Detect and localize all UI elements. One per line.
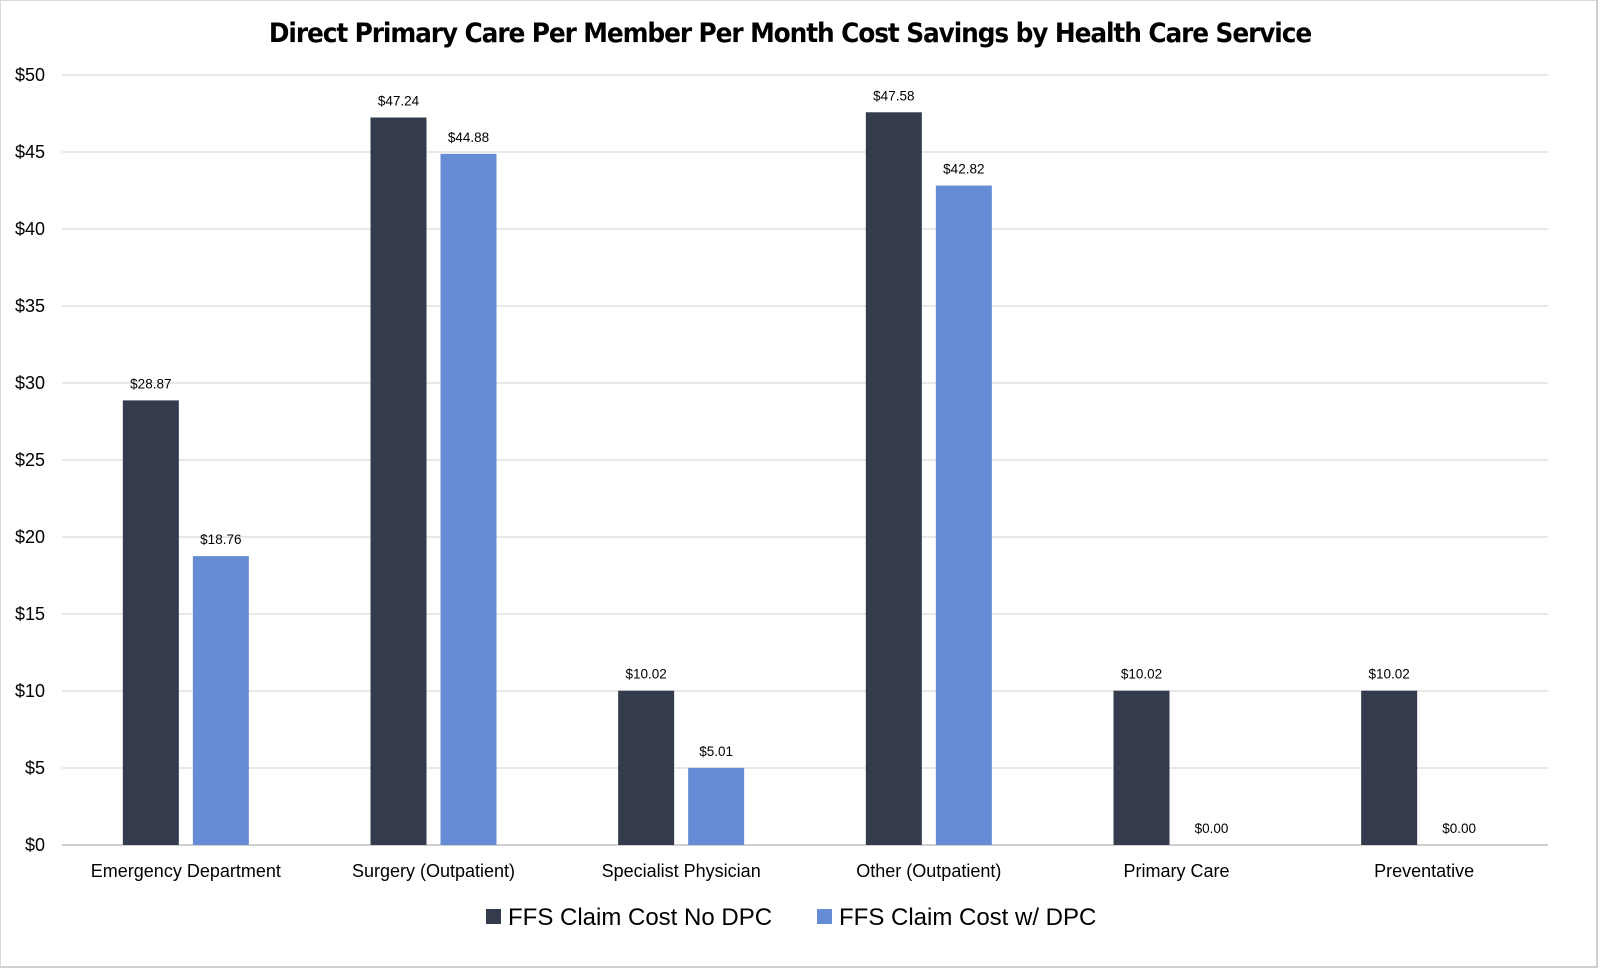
y-tick-label: $15 bbox=[15, 604, 45, 624]
x-tick-label: Surgery (Outpatient) bbox=[352, 861, 515, 881]
y-tick-label: $0 bbox=[25, 835, 45, 855]
y-tick-label: $20 bbox=[15, 527, 45, 547]
y-tick-label: $40 bbox=[15, 219, 45, 239]
data-label: $47.58 bbox=[873, 88, 914, 103]
bar-no-dpc bbox=[1113, 690, 1170, 845]
bar-no-dpc bbox=[618, 690, 675, 845]
x-tick-label: Emergency Department bbox=[91, 861, 281, 881]
bar-w-dpc bbox=[935, 185, 992, 845]
legend-swatch bbox=[817, 909, 832, 924]
y-tick-label: $35 bbox=[15, 296, 45, 316]
data-label: $44.88 bbox=[448, 130, 489, 145]
legend-swatch bbox=[486, 909, 501, 924]
bar-no-dpc bbox=[1361, 690, 1418, 845]
data-label: $10.02 bbox=[1121, 667, 1162, 682]
bar-no-dpc bbox=[370, 117, 427, 845]
bar-no-dpc bbox=[122, 400, 179, 845]
x-tick-label: Primary Care bbox=[1123, 861, 1229, 881]
y-tick-label: $30 bbox=[15, 373, 45, 393]
y-tick-label: $45 bbox=[15, 142, 45, 162]
legend: FFS Claim Cost No DPC FFS Claim Cost w/ D… bbox=[486, 904, 1096, 931]
x-tick-label: Specialist Physician bbox=[602, 861, 761, 881]
y-axis: $0 $5 $10 $15 $20 $25 $30 $35 $40 $45 $50 bbox=[15, 65, 45, 855]
bar-w-dpc bbox=[688, 767, 745, 845]
legend-label: FFS Claim Cost w/ DPC bbox=[839, 904, 1096, 931]
data-label: $0.00 bbox=[1195, 821, 1229, 836]
data-label: $42.82 bbox=[943, 162, 984, 177]
data-label: $28.87 bbox=[130, 376, 171, 391]
chart-title: Direct Primary Care Per Member Per Month… bbox=[268, 18, 1312, 49]
y-tick-label: $5 bbox=[25, 758, 45, 778]
y-tick-label: $50 bbox=[15, 65, 45, 85]
legend-label: FFS Claim Cost No DPC bbox=[508, 904, 772, 931]
x-axis: Emergency Department Surgery (Outpatient)… bbox=[91, 861, 1474, 881]
data-label: $10.02 bbox=[626, 667, 667, 682]
x-tick-label: Other (Outpatient) bbox=[856, 861, 1001, 881]
gridlines bbox=[62, 74, 1548, 846]
x-tick-label: Preventative bbox=[1374, 861, 1474, 881]
data-label: $5.01 bbox=[699, 744, 733, 759]
bar-w-dpc bbox=[440, 153, 497, 845]
y-tick-label: $25 bbox=[15, 450, 45, 470]
data-label: $18.76 bbox=[200, 532, 241, 547]
y-tick-label: $10 bbox=[15, 681, 45, 701]
data-label: $0.00 bbox=[1442, 821, 1476, 836]
bar-w-dpc bbox=[192, 556, 249, 845]
data-label: $47.24 bbox=[378, 94, 420, 109]
bar-no-dpc bbox=[865, 112, 922, 845]
data-label: $10.02 bbox=[1369, 667, 1410, 682]
bars bbox=[122, 112, 1418, 845]
data-labels: $28.87 $18.76 $47.24 $44.88 $10.02 $5.01 $47.5… bbox=[130, 88, 1476, 836]
